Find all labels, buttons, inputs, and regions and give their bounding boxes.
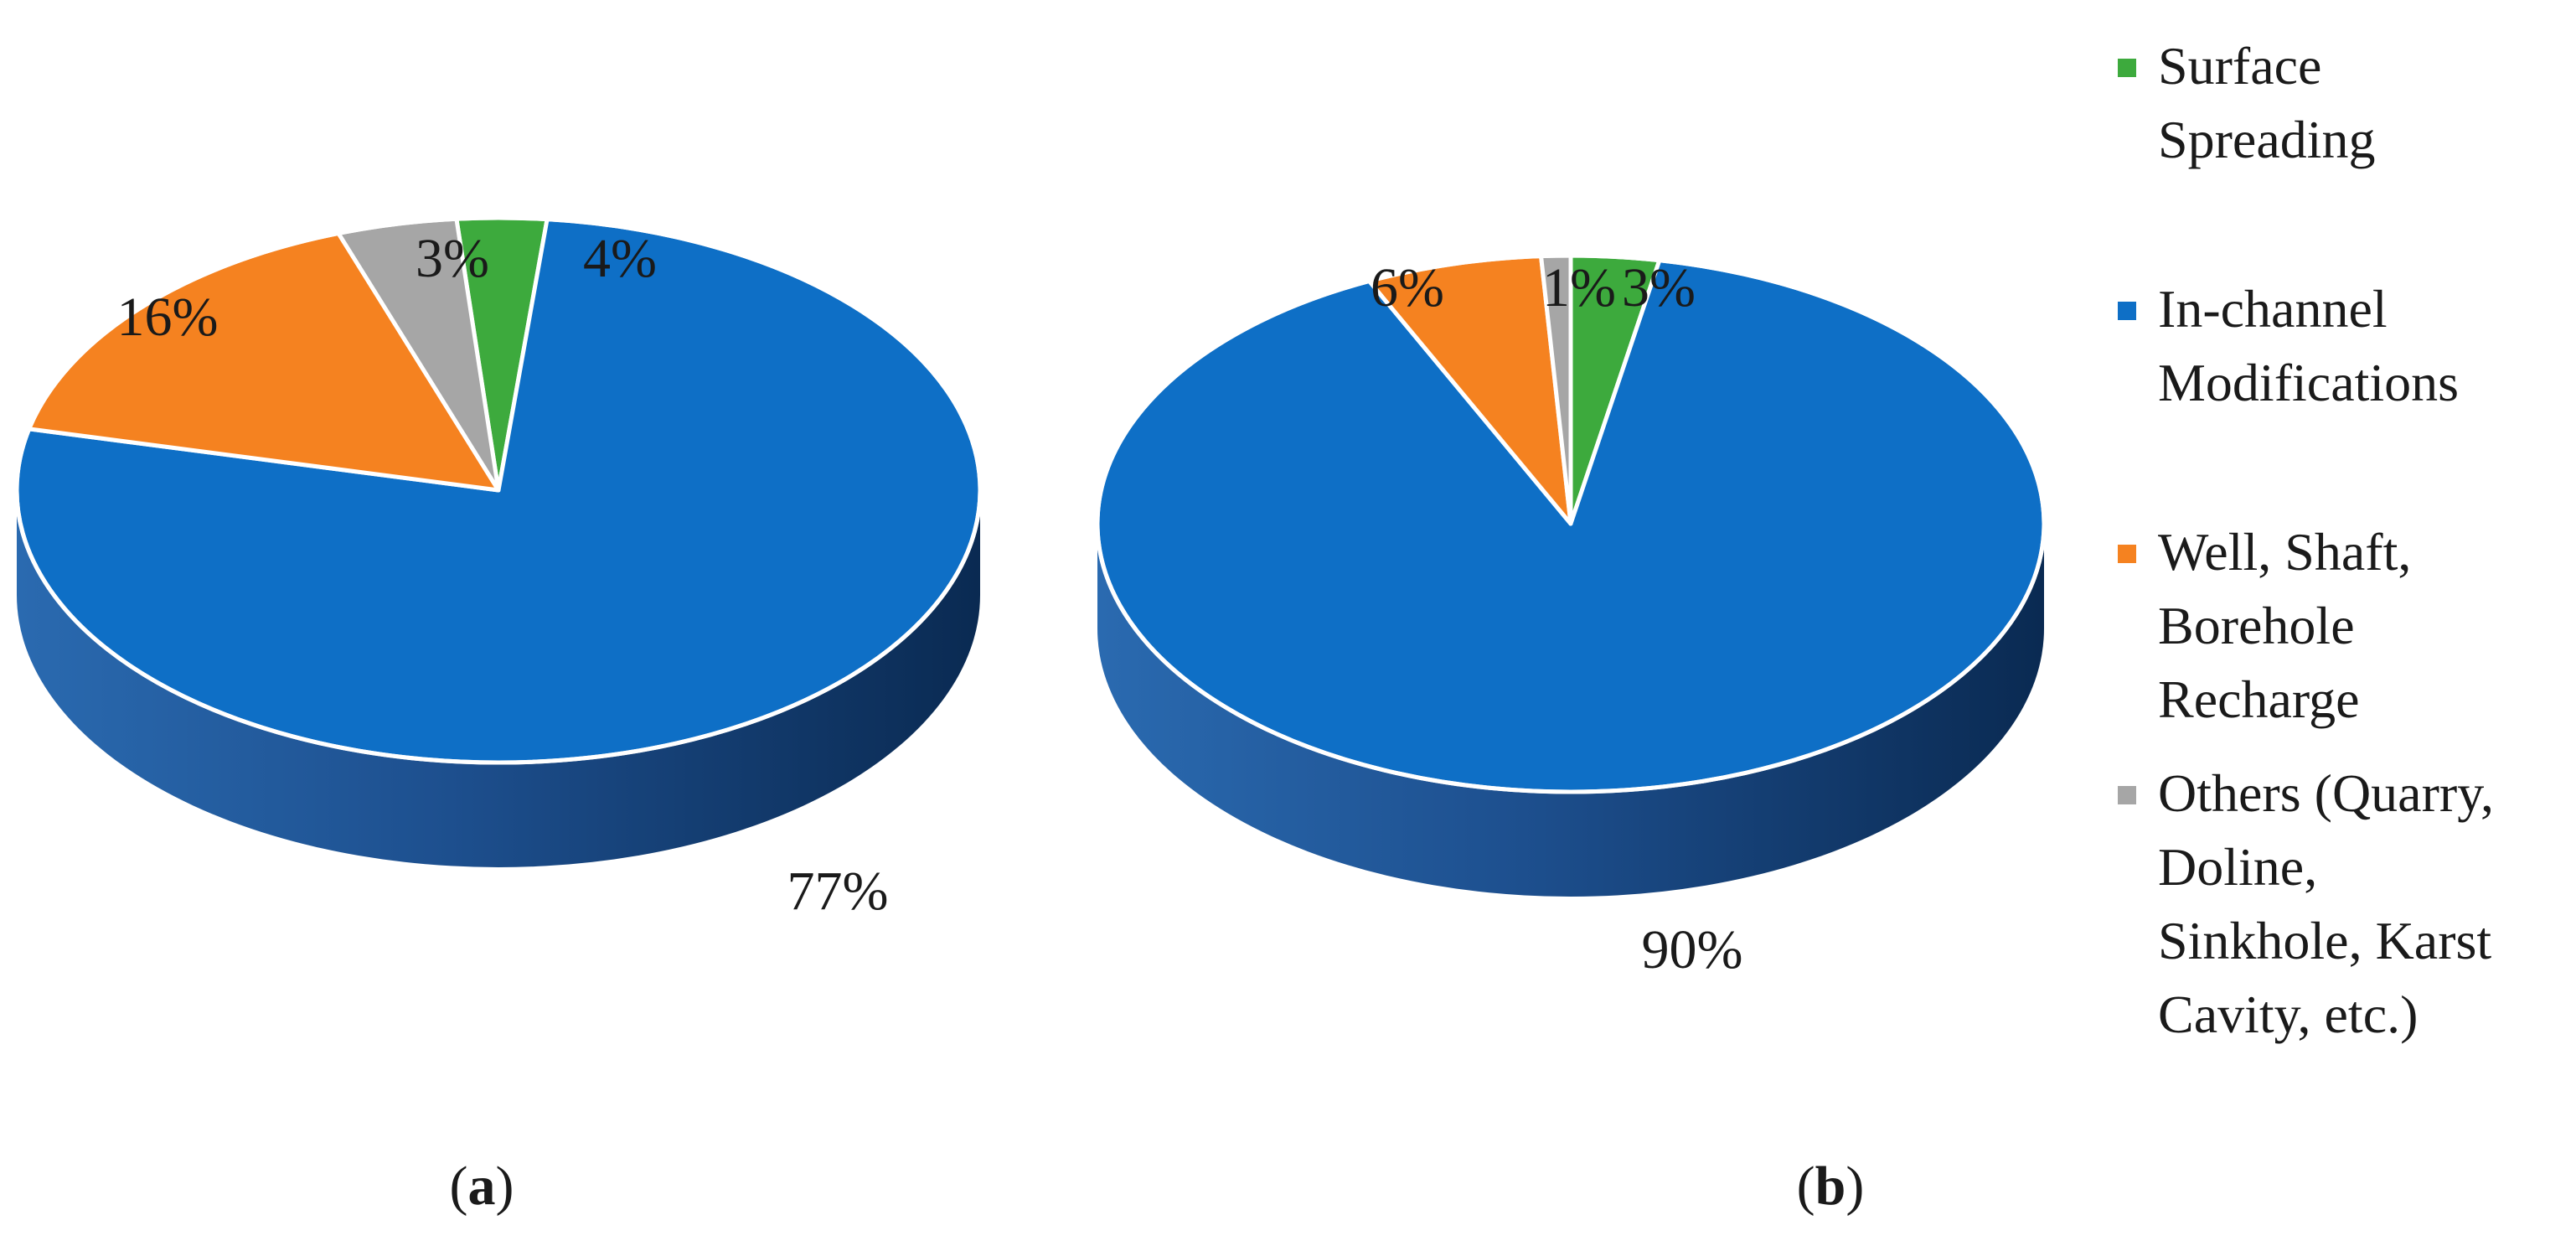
pie-side-band bbox=[17, 490, 980, 867]
pie-b-label-in-channel-modifications: 90% bbox=[1642, 919, 1743, 980]
legend-text-well-shaft-borehole-recharge: Borehole bbox=[2158, 596, 2355, 655]
legend-swatch-others bbox=[2118, 786, 2136, 804]
panel-label-b: (b) bbox=[1797, 1156, 1865, 1217]
pie-chart-b: 3% 90% 6% 1% (b) bbox=[1095, 253, 2047, 1217]
pie-b-label-surface-spreading: 3% bbox=[1622, 257, 1696, 318]
pie-a-label-well-shaft-borehole-recharge: 16% bbox=[117, 287, 219, 348]
legend-text-others: Cavity, etc.) bbox=[2158, 985, 2418, 1044]
legend-text-well-shaft-borehole-recharge: Recharge bbox=[2158, 670, 2359, 729]
legend-text-others: Sinkhole, Karst bbox=[2158, 911, 2491, 970]
legend-swatch-in-channel-modifications bbox=[2118, 302, 2136, 320]
pie-top-outline bbox=[14, 215, 983, 765]
pie-chart-a: 3% 77% 16% 4% (a) bbox=[14, 215, 983, 1217]
legend: Surface Spreading In-channel Modifications W… bbox=[2118, 36, 2494, 1044]
panel-label-a: (a) bbox=[450, 1156, 514, 1217]
pie-a-label-surface-spreading: 3% bbox=[416, 228, 489, 289]
legend-text-surface-spreading: Surface bbox=[2158, 36, 2321, 96]
pie-b-label-well-shaft-borehole-recharge: 6% bbox=[1371, 257, 1444, 318]
pie-b-label-others: 1% bbox=[1542, 257, 1616, 318]
pie-top-outline bbox=[1095, 253, 2047, 794]
legend-swatch-surface-spreading bbox=[2118, 59, 2136, 77]
legend-text-in-channel-modifications: In-channel bbox=[2158, 279, 2388, 339]
pie-a-label-in-channel-modifications: 77% bbox=[787, 861, 889, 922]
legend-text-others: Doline, bbox=[2158, 837, 2317, 897]
legend-text-others: Others (Quarry, bbox=[2158, 763, 2494, 823]
pie-a-label-others: 4% bbox=[583, 228, 657, 289]
legend-text-well-shaft-borehole-recharge: Well, Shaft, bbox=[2158, 522, 2411, 582]
legend-swatch-well-shaft-borehole-recharge bbox=[2118, 545, 2136, 563]
legend-text-surface-spreading: Spreading bbox=[2158, 110, 2376, 169]
legend-text-in-channel-modifications: Modifications bbox=[2158, 353, 2459, 412]
pie-side-band bbox=[1097, 524, 2044, 897]
